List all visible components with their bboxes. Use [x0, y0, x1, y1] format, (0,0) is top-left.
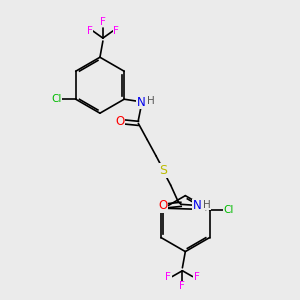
Text: F: F	[165, 272, 171, 282]
Text: Cl: Cl	[224, 205, 234, 214]
Text: F: F	[87, 26, 93, 36]
Text: Cl: Cl	[51, 94, 62, 104]
Text: O: O	[158, 199, 167, 212]
Text: H: H	[147, 96, 154, 106]
Text: F: F	[113, 26, 119, 36]
Text: F: F	[194, 272, 200, 282]
Text: H: H	[203, 200, 211, 210]
Text: O: O	[116, 116, 125, 128]
Text: N: N	[137, 96, 146, 109]
Text: F: F	[179, 281, 185, 291]
Text: S: S	[159, 164, 167, 177]
Text: N: N	[193, 199, 202, 212]
Text: F: F	[100, 17, 106, 27]
